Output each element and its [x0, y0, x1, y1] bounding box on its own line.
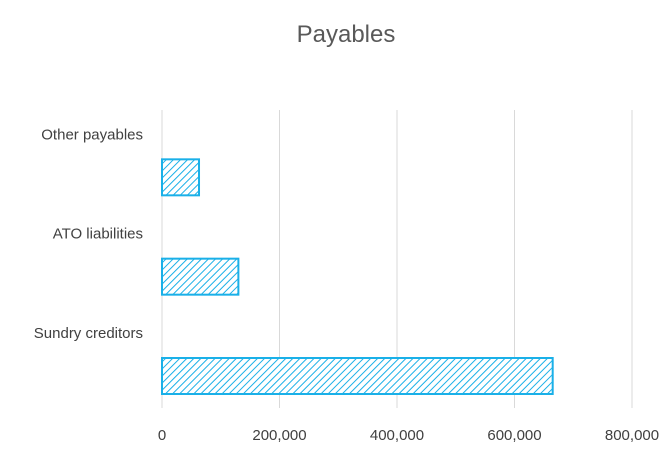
category-labels: Sundry creditors ATO liabilities Other pay…	[34, 126, 143, 342]
x-axis-tick-labels: 0 200,000 400,000 600,000 800,000	[158, 427, 659, 444]
bars	[161, 158, 554, 395]
chart-title: Payables	[297, 21, 396, 48]
x-tick-label: 400,000	[370, 427, 424, 444]
category-label: ATO liabilities	[53, 226, 143, 243]
bar-other-payables	[161, 158, 201, 197]
x-tick-label: 0	[158, 427, 166, 444]
x-tick-label: 800,000	[605, 427, 659, 444]
category-label: Sundry creditors	[34, 325, 143, 342]
x-tick-label: 600,000	[487, 427, 541, 444]
x-tick-label: 200,000	[252, 427, 306, 444]
bar-ato-liabilities	[161, 257, 240, 296]
category-label: Other payables	[41, 126, 143, 143]
bar-sundry-creditors	[161, 357, 554, 395]
